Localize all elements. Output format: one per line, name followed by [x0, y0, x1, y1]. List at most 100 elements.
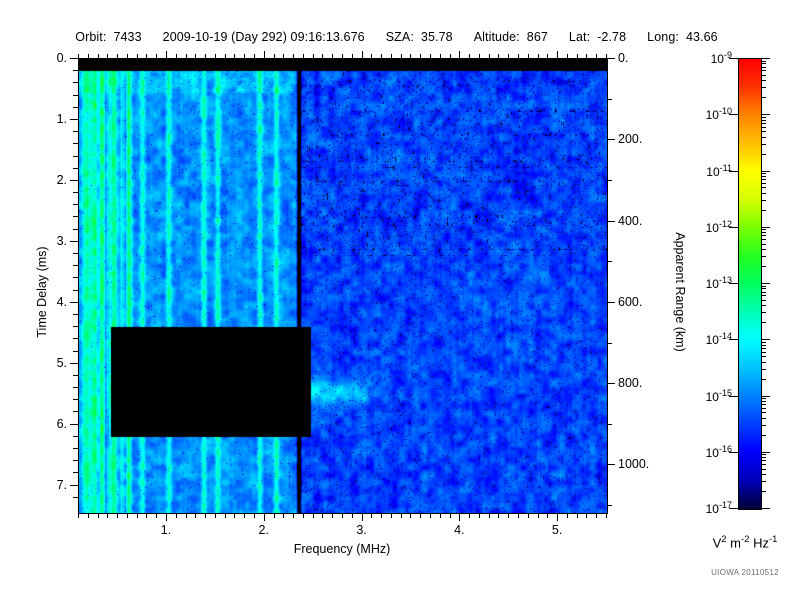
y-axis-title-left: Time Delay (ms) — [35, 246, 49, 338]
x-tick-top-minor — [322, 54, 324, 58]
colorbar-tick-major — [761, 508, 770, 509]
y-tick-right-minor — [607, 179, 612, 181]
y-tick-left-minor — [73, 448, 78, 449]
x-tick-bottom-minor — [146, 513, 148, 518]
y-tick-left-major — [70, 362, 78, 364]
y-tick-label-left: 4. — [56, 294, 67, 309]
long-value: 43.66 — [685, 30, 718, 44]
x-tick-top-major — [166, 51, 167, 58]
y-tick-label-left: 6. — [56, 416, 67, 431]
colorbar-tick-minor — [761, 131, 766, 133]
x-tick-top-minor — [420, 54, 422, 58]
colorbar-tick-minor — [761, 361, 766, 363]
x-axis-title: Frequency (MHz) — [293, 542, 391, 556]
orbit-label: Orbit: — [75, 30, 107, 44]
x-tick-top-minor — [254, 54, 255, 58]
colorbar-tick-major — [729, 508, 738, 509]
x-tick-bottom-minor — [117, 513, 119, 518]
y-tick-label-left: 1. — [56, 111, 67, 126]
x-tick-bottom-major — [557, 513, 559, 521]
x-tick-bottom-minor — [469, 513, 471, 518]
colorbar-tick-major — [729, 114, 738, 116]
colorbar-tick-minor — [761, 481, 766, 483]
datetime-value: 2009-10-19 (Day 292) 09:16:13.676 — [162, 30, 365, 44]
x-tick-top-minor — [342, 54, 343, 58]
y-tick-left-minor — [73, 155, 78, 157]
x-tick-top-minor — [214, 54, 216, 58]
unit-m-exp: -2 — [741, 534, 750, 545]
x-tick-bottom-minor — [537, 513, 539, 518]
x-tick-bottom-minor — [185, 513, 187, 518]
colorbar-tick-minor — [761, 175, 766, 177]
x-tick-top-minor — [224, 54, 226, 58]
colorbar-tick-minor — [761, 173, 766, 175]
colorbar-tick-minor — [761, 299, 766, 301]
x-tick-bottom-minor — [518, 513, 519, 518]
colorbar-tick-minor — [761, 491, 766, 493]
colorbar-tick-major — [761, 170, 770, 172]
x-tick-top-minor — [234, 54, 236, 58]
x-tick-top-minor — [566, 54, 568, 58]
x-tick-top-minor — [283, 54, 285, 58]
x-tick-top-minor — [400, 54, 402, 58]
x-tick-top-minor — [293, 54, 295, 58]
colorbar-tick-mantissa: 10 — [705, 277, 719, 291]
x-tick-top-minor — [117, 54, 119, 58]
colorbar-tick-minor — [761, 457, 766, 459]
colorbar-tick-mantissa: 10 — [710, 52, 724, 66]
colorbar-tick-major — [761, 114, 770, 116]
x-tick-top-minor — [488, 54, 490, 58]
x-tick-top-minor — [527, 54, 529, 58]
y-tick-left-major — [70, 118, 78, 120]
lat-label: Lat: — [568, 30, 591, 44]
y-tick-left-minor — [73, 460, 78, 462]
x-tick-bottom-minor — [312, 513, 314, 518]
colorbar-tick-minor — [761, 243, 766, 245]
x-tick-bottom-minor — [214, 513, 216, 518]
colorbar-tick-minor — [761, 291, 766, 293]
colorbar-tick-mantissa: 10 — [705, 389, 719, 404]
colorbar-tick-minor — [761, 398, 766, 400]
colorbar-tick-label: 10-15 — [706, 388, 732, 404]
y-tick-left-minor — [73, 350, 78, 352]
x-tick-bottom-minor — [420, 513, 422, 518]
x-tick-bottom-minor — [293, 513, 295, 518]
x-tick-bottom-minor — [606, 513, 607, 518]
y-tick-left-minor — [73, 82, 78, 84]
colorbar-tick-major — [761, 451, 770, 453]
y-tick-left-minor — [73, 167, 78, 169]
colorbar-tick-minor — [761, 249, 766, 251]
y-tick-label-right: 200. — [618, 132, 643, 147]
x-tick-bottom-minor — [224, 513, 226, 518]
x-tick-top-minor — [244, 54, 246, 58]
x-tick-top-minor — [371, 54, 373, 58]
y-tick-left-major — [70, 179, 78, 181]
colorbar-tick-minor — [761, 424, 766, 426]
x-tick-bottom-minor — [566, 513, 568, 518]
x-tick-bottom-minor — [254, 513, 255, 518]
y-tick-left-minor — [73, 411, 78, 413]
x-tick-bottom-minor — [322, 513, 324, 518]
y-tick-left-minor — [73, 228, 78, 230]
x-tick-top-minor — [518, 54, 519, 58]
x-tick-bottom-minor — [390, 513, 392, 518]
colorbar-tick-label: 10-10 — [706, 106, 732, 122]
colorbar-tick-minor — [761, 434, 766, 436]
y-tick-right-major — [607, 464, 615, 466]
x-tick-bottom-minor — [195, 513, 197, 518]
x-tick-bottom-minor — [175, 513, 177, 518]
colorbar-tick-major — [729, 451, 738, 453]
x-tick-top-minor — [87, 54, 89, 58]
x-tick-top-minor — [478, 54, 480, 58]
x-tick-label: 2. — [258, 523, 269, 537]
colorbar-tick-minor — [761, 126, 766, 128]
x-tick-top-minor — [430, 54, 431, 58]
y-tick-left-minor — [73, 387, 78, 389]
x-tick-bottom-minor — [478, 513, 480, 518]
x-tick-top-minor — [576, 54, 578, 58]
x-tick-top-minor — [469, 54, 471, 58]
y-tick-label-right: 400. — [618, 213, 643, 228]
unit-m: m — [730, 535, 741, 551]
colorbar-tick-minor — [761, 322, 766, 324]
colorbar-tick-label: 10-12 — [706, 219, 732, 235]
